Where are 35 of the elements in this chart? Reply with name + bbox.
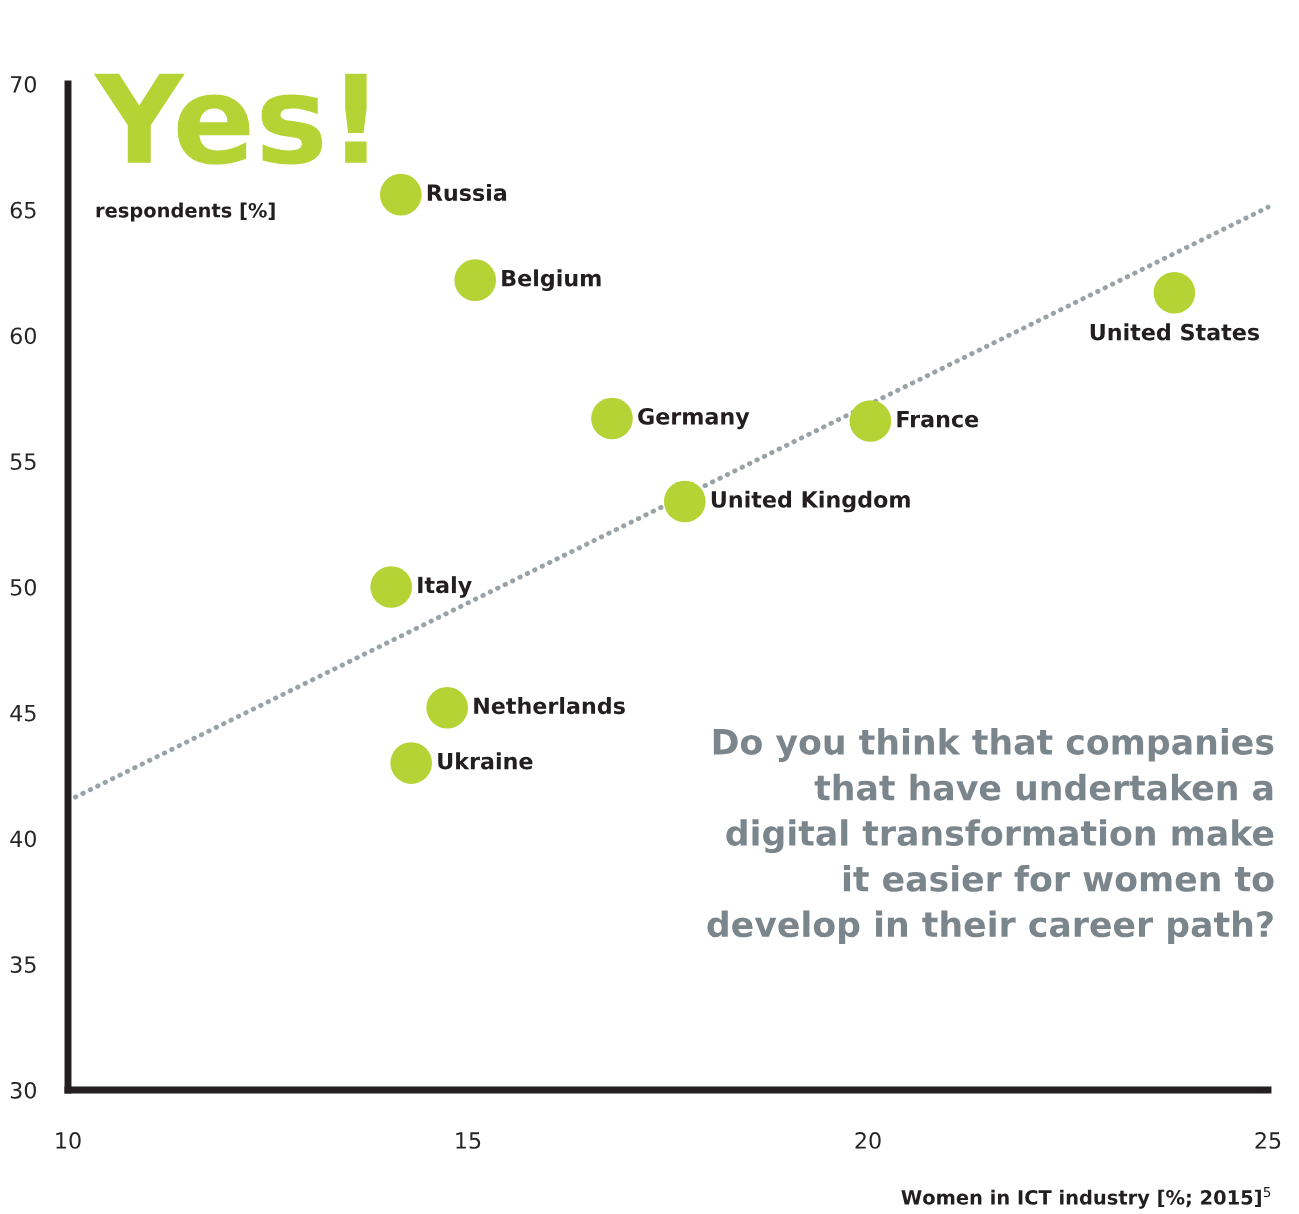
x-tick-label: 20 — [855, 1132, 881, 1149]
series-label: Germany — [638, 407, 750, 430]
series-label: Ukraine — [438, 752, 533, 770]
series-label: Belgium — [502, 269, 601, 292]
series-label: Netherlands — [474, 696, 625, 715]
series-label: Russia — [427, 183, 507, 202]
series-label: United States — [1090, 323, 1260, 341]
point — [849, 400, 892, 442]
x-axis-title: Women in ICT industry [%; 2015]$^{5}$ — [901, 1187, 1271, 1209]
y-tick-label: 70 — [10, 75, 36, 93]
point — [390, 742, 433, 784]
point — [370, 566, 413, 608]
series-label: France — [897, 410, 979, 428]
series-label: United Kingdom — [711, 490, 910, 513]
y-tick-label: 45 — [10, 704, 36, 722]
x-tick-label: 10 — [56, 1132, 81, 1149]
point — [426, 686, 469, 729]
annotation: Do you think that companies that have undertaken a digital transformation make it easier for women to develop in their career path? — [707, 728, 1274, 945]
point — [379, 173, 422, 216]
chart-title: Yes! — [93, 73, 367, 165]
series-label: Italy — [418, 576, 472, 598]
y-tick-label: 55 — [10, 453, 36, 471]
x-tick-label: 15 — [456, 1132, 481, 1149]
point — [454, 259, 497, 301]
y-axis-title: respondents [%] — [96, 202, 275, 222]
y-tick-label: 40 — [10, 830, 36, 848]
point — [591, 397, 633, 440]
point — [663, 480, 706, 523]
point — [1153, 271, 1196, 314]
y-tick-label: 35 — [10, 956, 36, 974]
y-tick-label: 30 — [10, 1081, 36, 1099]
x-tick-label: 25 — [1255, 1132, 1281, 1149]
y-tick-label: 60 — [10, 327, 36, 345]
y-tick-label: 65 — [10, 201, 36, 219]
y-tick-label: 50 — [10, 578, 36, 596]
